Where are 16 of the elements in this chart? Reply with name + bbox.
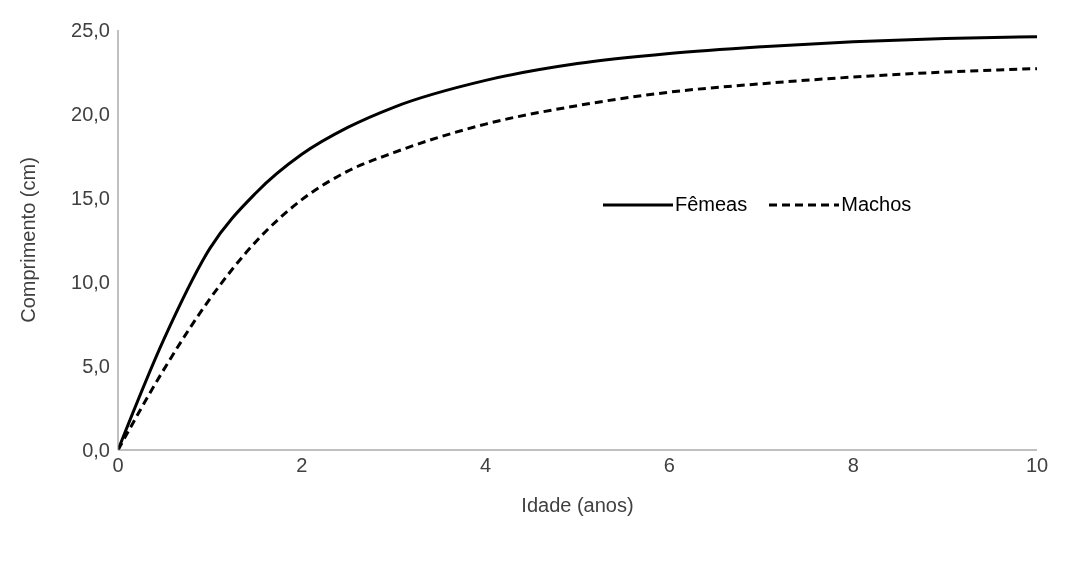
x-axis-title: Idade (anos) — [521, 494, 634, 516]
y-tick-label: 20,0 — [71, 103, 110, 126]
y-tick-label: 25,0 — [71, 19, 110, 42]
y-tick-label: 0,0 — [82, 439, 110, 462]
legend-label: Machos — [841, 193, 912, 216]
x-tick-label: 2 — [296, 454, 308, 477]
x-tick-label: 6 — [663, 454, 675, 477]
x-tick-label: 8 — [847, 454, 859, 477]
x-tick-label: 4 — [480, 454, 492, 477]
x-tick-label: 0 — [112, 454, 124, 477]
x-tick-label: 10 — [1025, 454, 1049, 477]
legend-label: Fêmeas — [675, 193, 748, 216]
y-tick-label: 15,0 — [71, 187, 110, 210]
y-axis-title: Comprimento (cm) — [17, 157, 40, 323]
y-tick-label: 5,0 — [82, 355, 110, 378]
y-tick-label: 10,0 — [71, 271, 110, 294]
